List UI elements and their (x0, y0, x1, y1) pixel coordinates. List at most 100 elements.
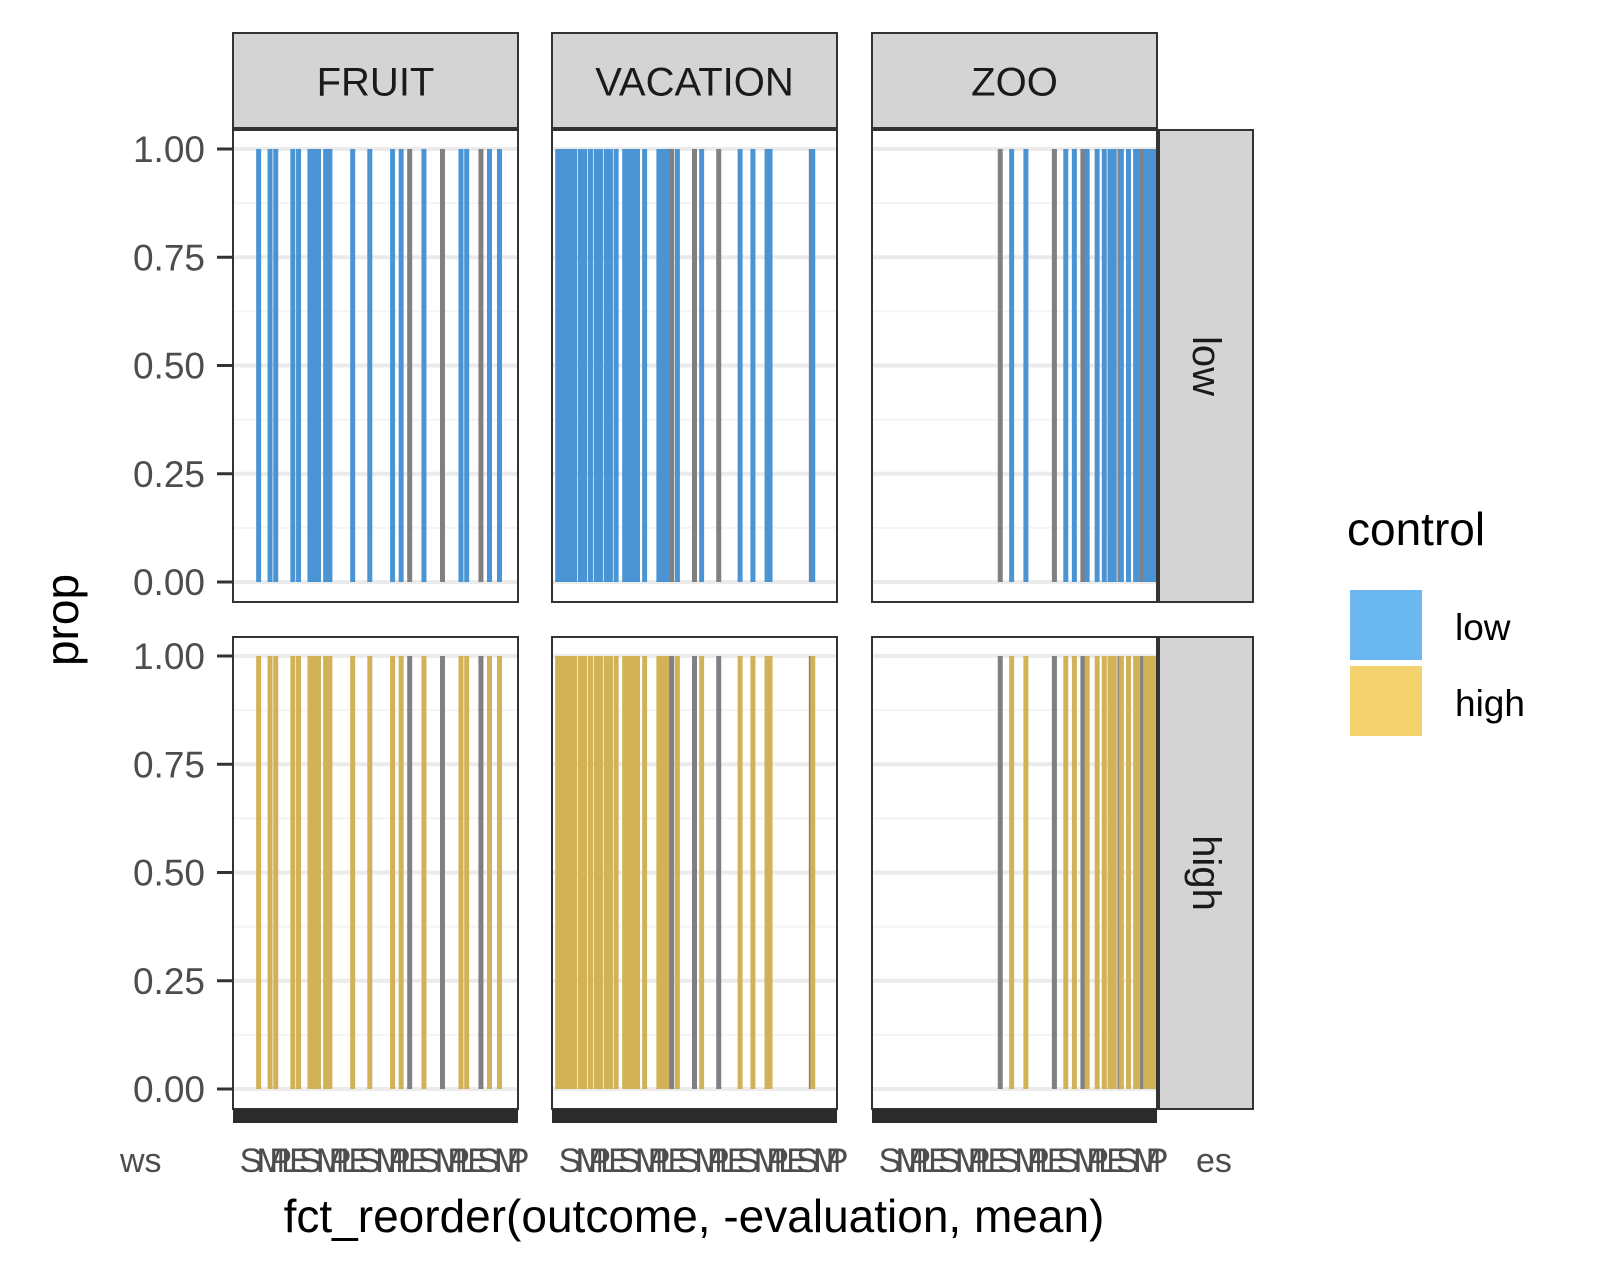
panel-zoo-low (871, 129, 1158, 603)
bar (664, 656, 670, 1089)
y-tick-label: 0.00 (133, 1069, 205, 1110)
bar (323, 656, 329, 1089)
row-strip-high (1158, 636, 1254, 1110)
bar (674, 149, 680, 582)
bar (572, 149, 578, 582)
panel-border (551, 129, 838, 603)
bar (1143, 656, 1149, 1089)
x-tick-label: M (955, 1142, 983, 1180)
x-tick-label: E (987, 1142, 1010, 1180)
bar (568, 149, 574, 582)
bar (1009, 656, 1015, 1089)
bar (487, 149, 492, 582)
bar (563, 149, 569, 582)
x-tick-label: M (896, 1142, 924, 1180)
x-tick-label: P (908, 1142, 931, 1180)
bar (622, 149, 628, 582)
bar (307, 656, 313, 1089)
bar (1118, 656, 1124, 1089)
row-strip-label-low: low (1184, 336, 1228, 396)
bar (316, 149, 321, 582)
bar (311, 656, 317, 1089)
bar (390, 149, 396, 582)
x-tick-label: I (256, 1142, 265, 1180)
x-tick-label: P (1027, 1142, 1050, 1180)
legend-title: control (1347, 503, 1485, 555)
x-tick-label: L (979, 1142, 998, 1180)
y-tick-label: 0.75 (133, 237, 205, 278)
bar (613, 149, 619, 582)
bar (267, 149, 273, 582)
bar (699, 149, 705, 582)
panels (232, 129, 1158, 1110)
bar (568, 656, 574, 1089)
bar (656, 149, 662, 582)
x-tick-label: E (348, 1142, 371, 1180)
bar (464, 656, 470, 1089)
y-tick-label: 0.25 (133, 961, 205, 1002)
bar (273, 656, 279, 1089)
panel-zoo-high (871, 636, 1158, 1110)
x-tick-label-first: ws (119, 1142, 162, 1180)
bar (1111, 149, 1117, 582)
x-tick-label: P (1146, 1142, 1169, 1180)
bar (1126, 656, 1131, 1089)
x-tick-label: I (1073, 1142, 1082, 1180)
bar (307, 149, 313, 582)
bar (555, 656, 561, 1089)
bar (642, 656, 648, 1089)
bar (1080, 656, 1086, 1089)
x-tick-label: M (435, 1142, 463, 1180)
bar (1133, 656, 1139, 1089)
bar (642, 149, 648, 582)
x-tick-label: S (477, 1142, 500, 1180)
x-tick-label: L (459, 1142, 478, 1180)
x-tick-label: I (494, 1142, 503, 1180)
bar (630, 656, 636, 1089)
bar (578, 149, 583, 582)
bar (273, 149, 279, 582)
bar (1080, 149, 1086, 582)
bar (699, 656, 705, 1089)
x-tick-label: P (648, 1142, 671, 1180)
x-tick-label: S (240, 1142, 263, 1180)
bar (750, 656, 756, 1089)
bar (421, 149, 427, 582)
bar (613, 656, 619, 1089)
x-tick-label: M (257, 1142, 285, 1180)
x-tick-label: M (316, 1142, 344, 1180)
bar (635, 656, 640, 1089)
x-tick-label: M (754, 1142, 782, 1180)
x-tick-label: P (507, 1142, 530, 1180)
bar (478, 149, 484, 582)
x-tick-label: E (408, 1142, 431, 1180)
bar (997, 656, 1003, 1089)
strip-label-fruit: FRUIT (317, 61, 435, 105)
bar (1101, 149, 1107, 582)
x-tick-label: E (1106, 1142, 1129, 1180)
y-tick-label: 1.00 (133, 636, 205, 677)
x-tick-label: P (968, 1142, 991, 1180)
x-tick-band (552, 1109, 837, 1123)
x-tick-label: I (1014, 1142, 1023, 1180)
bar (496, 656, 502, 1089)
bar (256, 656, 262, 1089)
x-tick-label: I (813, 1142, 822, 1180)
bar (603, 656, 609, 1089)
x-tick-label: I (955, 1142, 964, 1180)
x-tick-label: E (727, 1142, 750, 1180)
x-tick-label: L (400, 1142, 419, 1180)
x-tick-label: L (659, 1142, 678, 1180)
bar (496, 149, 502, 582)
x-tick-label: P (588, 1142, 611, 1180)
x-tick-label: L (600, 1142, 619, 1180)
bar (1063, 656, 1069, 1089)
x-tick-label: I (316, 1142, 325, 1180)
x-tick-label: E (667, 1142, 690, 1180)
x-tick-label: E (467, 1142, 490, 1180)
bar (555, 149, 561, 582)
bar (587, 149, 593, 582)
bar (398, 656, 404, 1089)
bar (1084, 656, 1090, 1089)
